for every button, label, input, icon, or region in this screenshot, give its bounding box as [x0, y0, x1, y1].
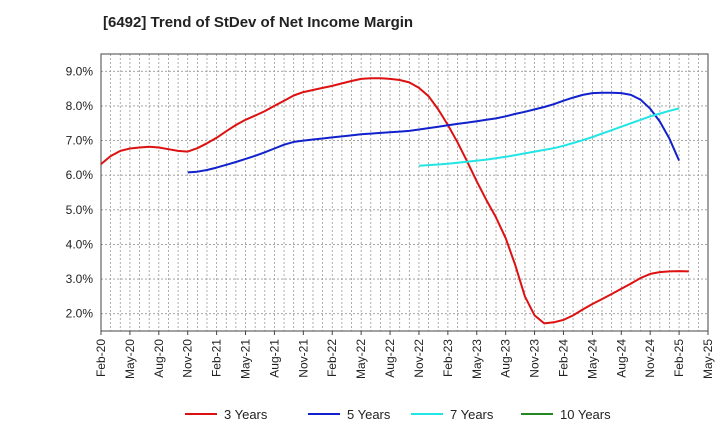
series-line-7-years	[418, 107, 680, 167]
x-tick-label: Feb-24	[556, 339, 570, 377]
y-tick-label: 4.0%	[66, 237, 94, 251]
y-tick-label: 6.0%	[66, 168, 94, 182]
legend-label: 5 Years	[347, 407, 391, 422]
x-tick-label: May-23	[470, 339, 484, 379]
y-tick-label: 2.0%	[66, 307, 94, 321]
x-tick-label: Aug-21	[267, 339, 281, 378]
x-tick-label: Feb-20	[94, 339, 108, 377]
legend: 3 Years 5 Years 7 Years 10 Years	[185, 407, 611, 422]
axes: 2.0% 3.0% 4.0% 5.0% 6.0% 7.0% 8.0% 9.0% Feb-20 Ma…	[66, 53, 715, 379]
y-tick-label: 8.0%	[66, 99, 94, 113]
x-tick-label: Feb-22	[325, 339, 339, 377]
x-tick-label: May-24	[585, 339, 599, 379]
x-tick-label: Nov-22	[412, 339, 426, 378]
legend-label: 10 Years	[560, 407, 611, 422]
series-line-5-years	[187, 91, 681, 174]
plot-frame	[100, 53, 709, 332]
grid	[101, 54, 708, 331]
series-lines	[100, 77, 689, 325]
x-tick-label: Feb-21	[210, 339, 224, 377]
legend-label: 7 Years	[450, 407, 494, 422]
x-tick-label: Nov-20	[181, 339, 195, 378]
x-tick-label: Feb-25	[672, 339, 686, 377]
y-tick-label: 9.0%	[66, 64, 94, 78]
series-line-3-years	[100, 77, 689, 325]
chart-title: [6492] Trend of StDev of Net Income Marg…	[103, 14, 414, 31]
x-tick-label: Nov-23	[528, 339, 542, 378]
x-tick-label: Nov-21	[296, 339, 310, 378]
legend-label: 3 Years	[224, 407, 268, 422]
x-tick-label: Aug-24	[614, 339, 628, 378]
x-tick-label: Aug-23	[499, 339, 513, 378]
x-tick-label: May-22	[354, 339, 368, 379]
y-tick-label: 5.0%	[66, 203, 94, 217]
x-tick-label: Aug-22	[383, 339, 397, 378]
x-tick-label: May-25	[701, 339, 715, 379]
x-tick-label: Nov-24	[643, 339, 657, 378]
x-tick-label: May-21	[239, 339, 253, 379]
x-tick-label: Feb-23	[441, 339, 455, 377]
x-tick-label: Aug-20	[152, 339, 166, 378]
y-tick-label: 3.0%	[66, 272, 94, 286]
y-tick-label: 7.0%	[66, 134, 94, 148]
x-tick-label: May-20	[123, 339, 137, 379]
